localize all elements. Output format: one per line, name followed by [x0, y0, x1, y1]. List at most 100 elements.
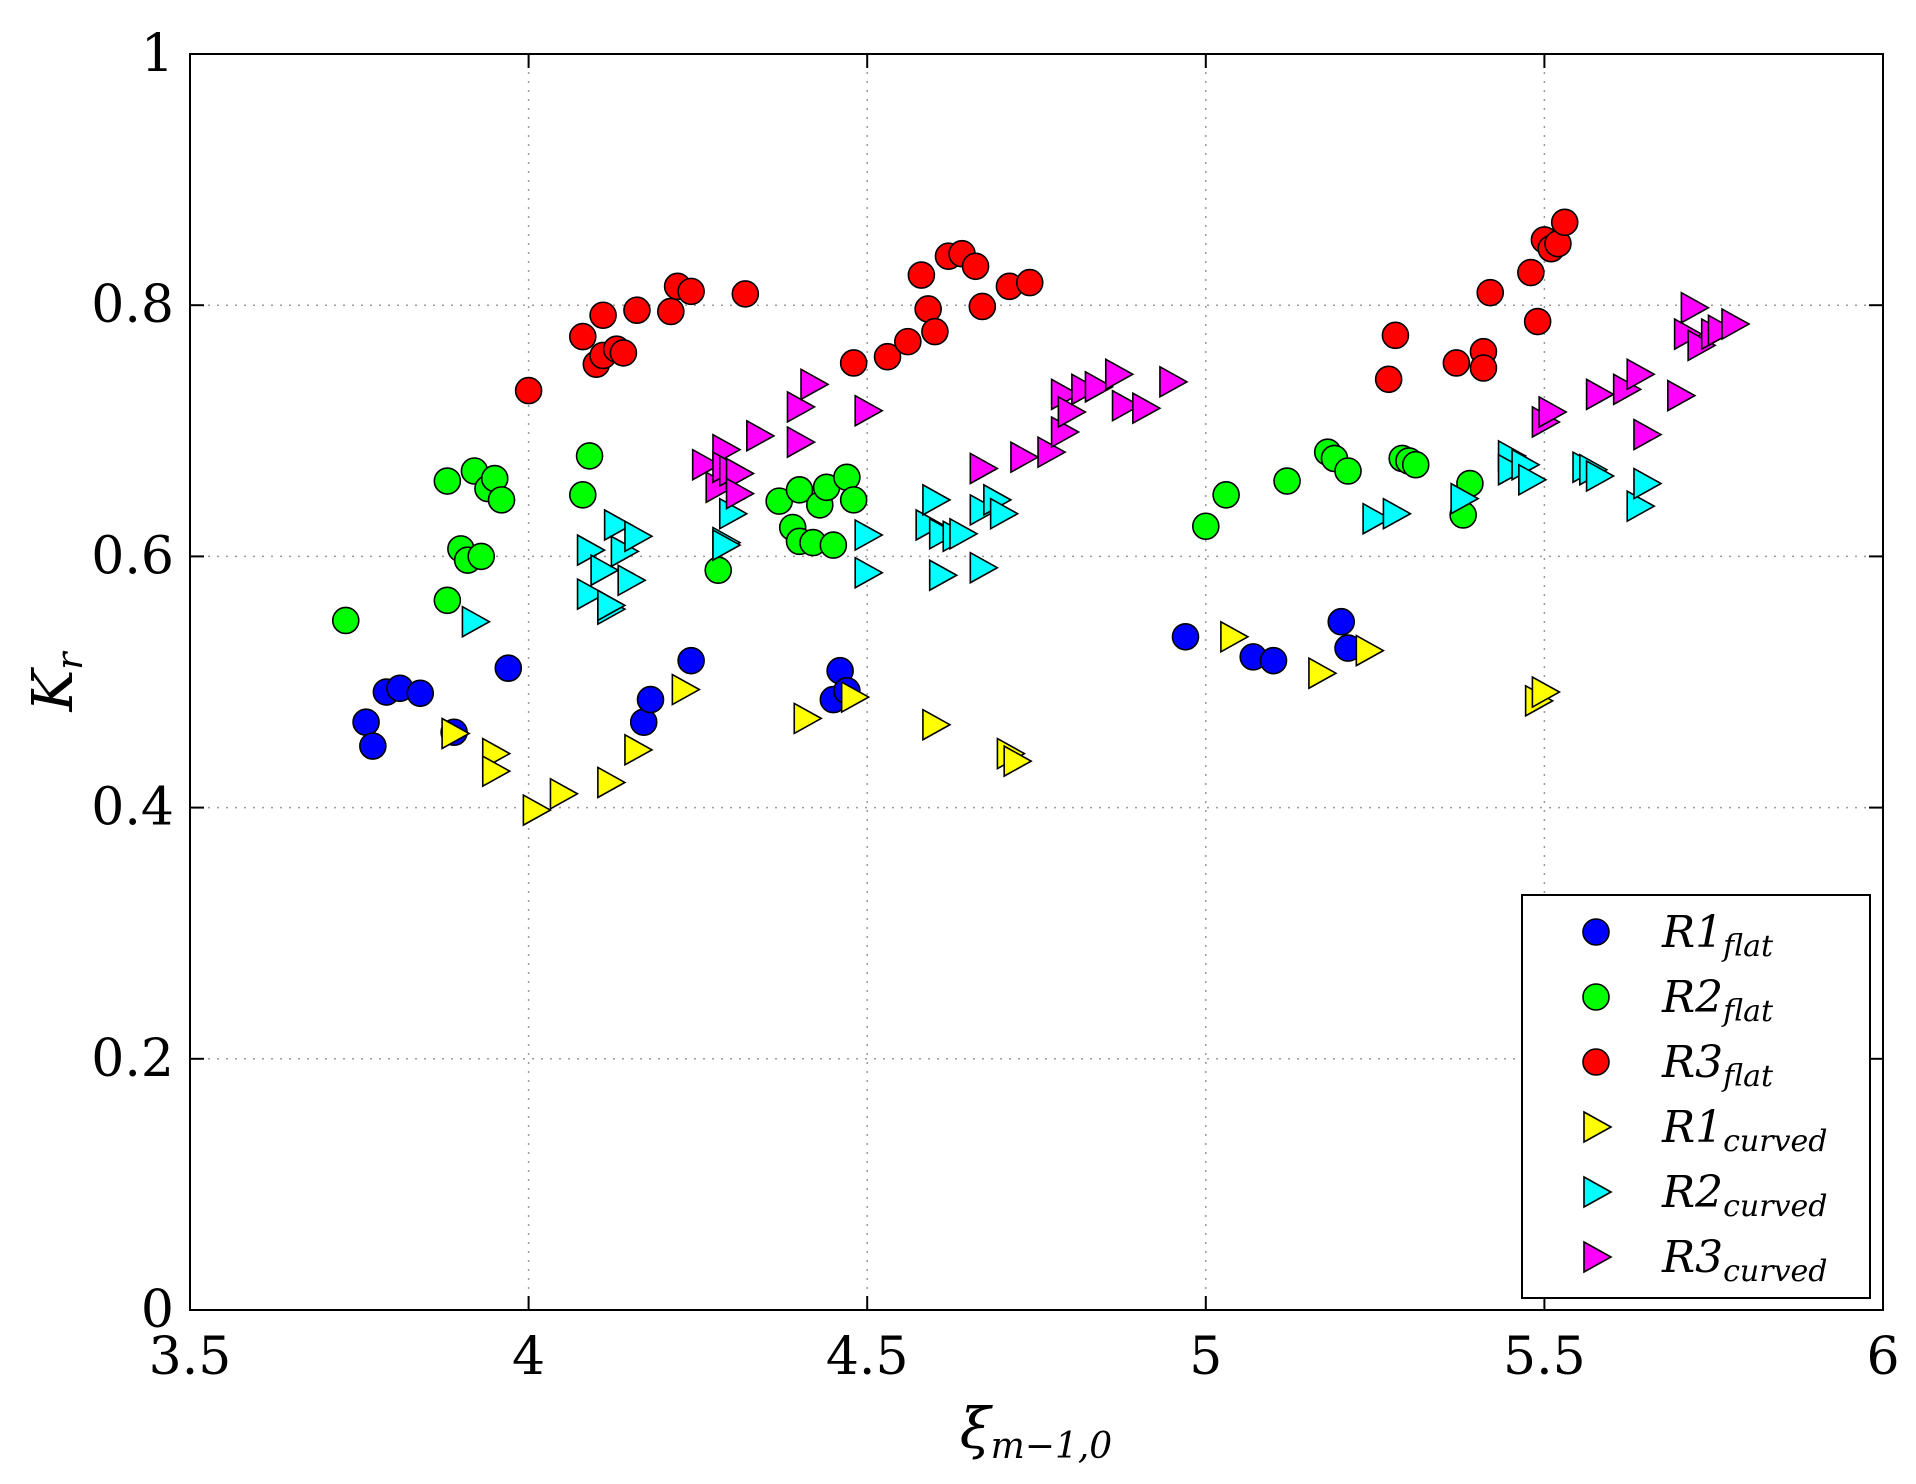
- point-r2-flat: [433, 586, 462, 615]
- point-r1-curved: [1308, 656, 1338, 690]
- point-r3-flat: [609, 339, 638, 367]
- point-r3-curved: [1721, 307, 1751, 341]
- point-r3-flat: [1015, 268, 1044, 297]
- legend-label-r2-flat: R2flat: [1661, 972, 1774, 1029]
- point-r2-curved: [1585, 459, 1616, 493]
- point-r3-flat: [873, 342, 902, 371]
- point-r1-flat: [1327, 607, 1356, 636]
- legend-label-r3-curved: R3curved: [1661, 1232, 1828, 1289]
- legend-box: [1521, 894, 1871, 1299]
- plot-frame: [189, 53, 1884, 1311]
- point-r3-curved: [1633, 418, 1663, 451]
- point-r1-flat: [677, 646, 705, 675]
- point-r2-curved: [576, 577, 607, 611]
- point-r1-curved: [522, 793, 553, 827]
- point-r2-flat: [568, 481, 597, 509]
- point-r2-flat: [487, 486, 516, 514]
- point-r2-curved: [949, 517, 979, 551]
- legend-item-r3-flat: R3flat: [1582, 1037, 1774, 1094]
- x-tick-label: 4.5: [826, 1327, 909, 1387]
- point-r3-curved: [1626, 357, 1656, 391]
- point-r3-curved: [1585, 378, 1616, 411]
- point-r1-curved: [1355, 634, 1385, 667]
- point-r3-curved: [1111, 389, 1142, 423]
- point-r2-curved: [590, 553, 620, 587]
- point-r2-flat: [1212, 481, 1240, 509]
- point-r3-flat: [1476, 278, 1505, 307]
- point-r2-curved: [461, 605, 492, 639]
- point-r2-curved: [1450, 482, 1480, 515]
- point-r1-curved: [441, 717, 471, 750]
- series-r3-flat: [514, 208, 1579, 405]
- x-tick-label: 5.5: [1503, 1327, 1586, 1387]
- point-r3-flat: [731, 280, 760, 308]
- point-r3-flat: [589, 301, 617, 330]
- point-r3-curved: [725, 457, 756, 490]
- point-r1-flat: [1259, 646, 1288, 675]
- point-r2-flat: [839, 486, 868, 514]
- point-r3-flat: [677, 277, 705, 306]
- point-r3-curved: [1084, 370, 1115, 404]
- legend: R1flat R2flat R3flat R1curved R2curved R3curv…: [1521, 894, 1871, 1299]
- point-r2-curved: [989, 497, 1020, 531]
- point-r1-curved: [840, 680, 871, 714]
- legend-item-r2-curved: R2curved: [1583, 1167, 1828, 1224]
- point-r2-flat: [1273, 467, 1301, 495]
- point-r3-flat: [657, 297, 685, 326]
- x-tick-label: 3.5: [149, 1327, 232, 1387]
- point-r3-flat: [839, 349, 868, 377]
- point-r3-flat: [1442, 349, 1471, 377]
- legend-marker-r3-curved: [1583, 1240, 1613, 1274]
- legend-marker-r3-flat: [1582, 1048, 1610, 1076]
- point-r3-flat: [894, 327, 922, 356]
- point-r2-flat: [1334, 457, 1362, 485]
- point-r3-curved: [1667, 379, 1697, 412]
- point-r2-curved: [1518, 463, 1548, 497]
- point-r2-flat: [785, 476, 814, 504]
- point-r2-curved: [603, 508, 634, 542]
- point-r2-curved: [1362, 502, 1392, 536]
- point-r1-flat: [352, 708, 380, 736]
- point-r1-curved: [922, 708, 952, 742]
- point-r2-curved: [712, 528, 742, 562]
- point-r2-flat: [1401, 450, 1430, 479]
- point-r3-curved: [1010, 440, 1040, 474]
- point-r1-curved: [597, 766, 627, 799]
- point-r2-curved: [617, 563, 647, 597]
- legend-marker-r1-curved: [1583, 1110, 1613, 1144]
- point-r3-flat: [907, 261, 936, 289]
- point-r3-flat: [514, 376, 543, 405]
- x-axis-label: ξm−1,0: [960, 1397, 1112, 1467]
- point-r1-curved: [1220, 620, 1250, 654]
- point-r3-curved: [746, 419, 776, 453]
- point-r2-flat: [704, 556, 733, 585]
- legend-label-r2-curved: R2curved: [1661, 1167, 1828, 1224]
- series-r2-curved: [461, 439, 1663, 639]
- legend-label-r1-flat: R1flat: [1661, 907, 1774, 964]
- point-r3-flat: [1517, 258, 1545, 287]
- data-points: [331, 208, 1751, 827]
- point-r1-flat: [359, 732, 387, 760]
- legend-item-r3-curved: R3curved: [1583, 1232, 1828, 1289]
- point-r2-flat: [575, 442, 604, 470]
- y-axis-label: Kr: [21, 651, 91, 713]
- point-r3-flat: [1550, 208, 1579, 237]
- point-r3-curved: [800, 367, 830, 401]
- point-r3-flat: [921, 317, 949, 346]
- point-r2-curved: [928, 558, 959, 592]
- y-tick-label: 0.4: [91, 778, 174, 838]
- point-r3-curved: [1538, 395, 1568, 429]
- gridlines: [190, 54, 1883, 1310]
- series-r1-curved: [441, 620, 1562, 827]
- series-r3-curved: [691, 291, 1751, 510]
- point-r1-curved: [549, 777, 580, 811]
- legend-item-r1-curved: R1curved: [1583, 1102, 1828, 1159]
- point-r2-curved: [922, 483, 952, 517]
- point-r3-flat: [961, 252, 990, 281]
- point-r2-curved: [1633, 467, 1663, 500]
- point-r1-flat: [494, 654, 523, 682]
- point-r3-curved: [1680, 291, 1711, 325]
- point-r2-curved: [854, 518, 884, 552]
- point-r1-curved: [1003, 744, 1033, 778]
- point-r3-curved: [1132, 391, 1162, 425]
